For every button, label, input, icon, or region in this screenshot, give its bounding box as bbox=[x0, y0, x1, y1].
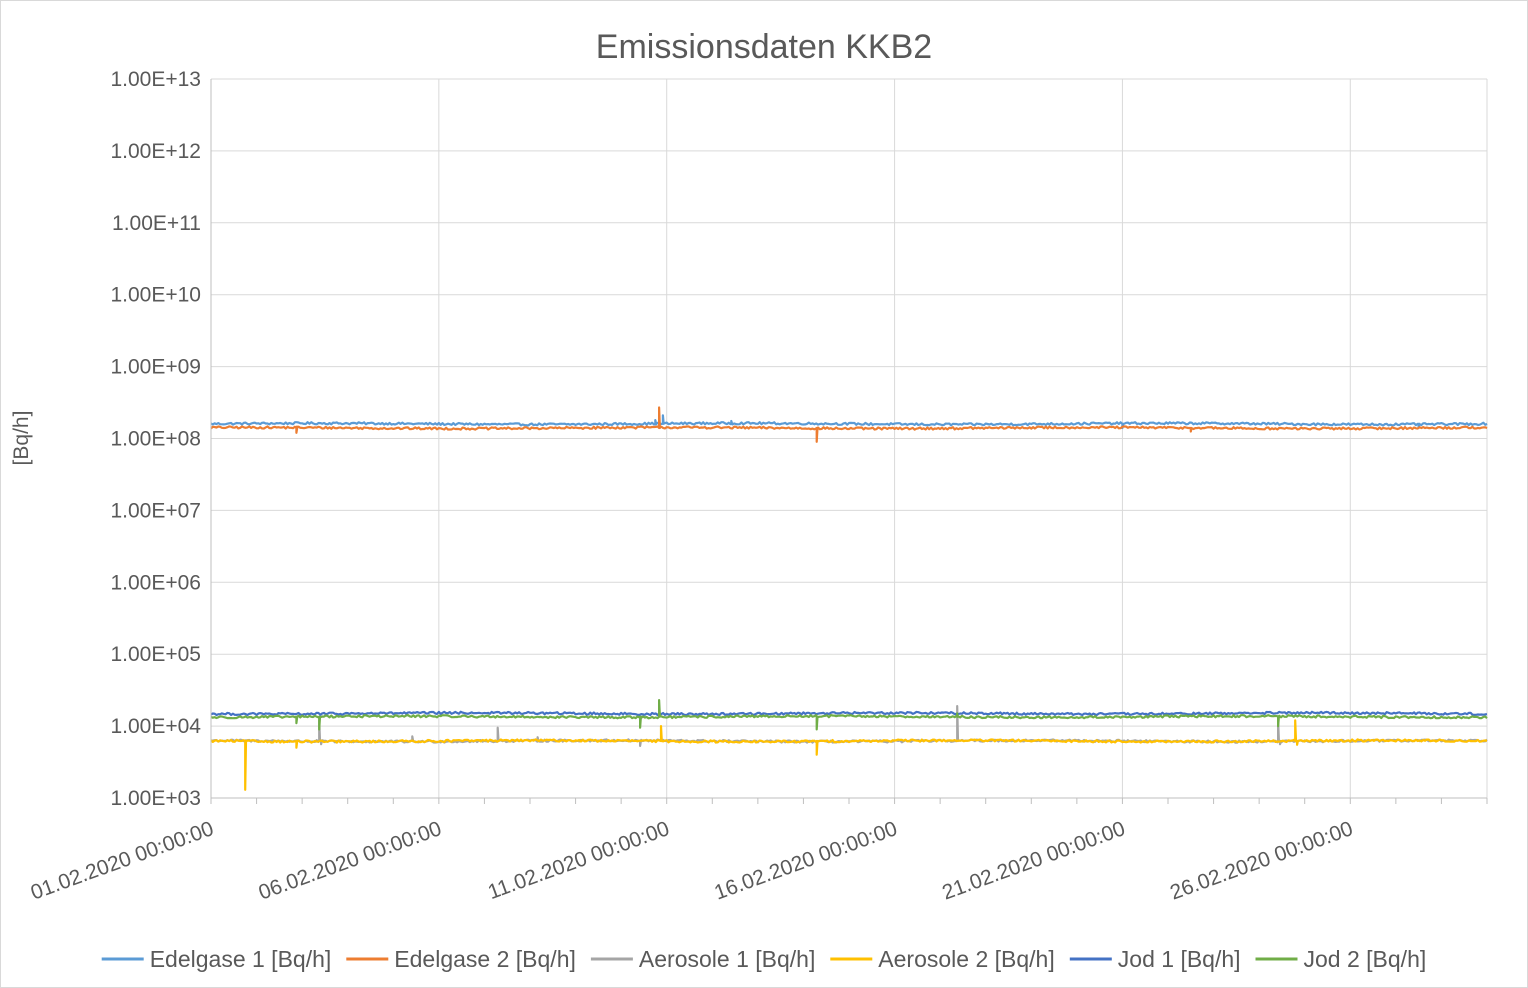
gridlines bbox=[211, 78, 1488, 799]
legend-entry: Edelgase 1 [Bq/h] bbox=[101, 946, 332, 972]
legend: Edelgase 1 [Bq/h] Edelgase 2 [Bq/h] Aeroso… bbox=[101, 946, 1427, 972]
legend-entry: Aerosole 2 [Bq/h] bbox=[830, 946, 1055, 972]
y-tick-label: 1.00E+11 bbox=[112, 212, 201, 235]
y-tick-label: 1.00E+10 bbox=[110, 284, 201, 307]
legend-entry: Edelgase 2 [Bq/h] bbox=[346, 946, 576, 972]
legend-label: Jod 1 [Bq/h] bbox=[1118, 946, 1241, 972]
legend-entry: Aerosole 1 [Bq/h] bbox=[590, 946, 815, 972]
series-line bbox=[210, 414, 1488, 430]
y-tick-label: 1.00E+07 bbox=[110, 499, 201, 522]
legend-entry: Jod 2 [Bq/h] bbox=[1255, 946, 1427, 972]
x-tick-label: 26.02.2020 00:00:00 bbox=[1167, 817, 1356, 905]
chart-title: Emissionsdaten KKB2 bbox=[596, 28, 932, 66]
y-tick-label: 1.00E+09 bbox=[110, 356, 201, 379]
x-tick-label: 21.02.2020 00:00:00 bbox=[939, 817, 1128, 905]
y-tick-label: 1.00E+08 bbox=[110, 428, 201, 451]
x-tick-label: 01.02.2020 00:00:00 bbox=[28, 817, 217, 905]
legend-label: Aerosole 1 [Bq/h] bbox=[639, 946, 815, 972]
x-tick-label: 11.02.2020 00:00:00 bbox=[485, 817, 672, 904]
y-axis-label: [Bq/h] bbox=[10, 411, 33, 466]
y-tick-label: 1.00E+05 bbox=[110, 643, 201, 666]
x-tick-label: 06.02.2020 00:00:00 bbox=[256, 817, 445, 905]
axes bbox=[210, 79, 1488, 804]
y-axis-tick-labels: 1.00E+13 1.00E+12 1.00E+11 1.00E+10 1.00E+09… bbox=[110, 68, 201, 810]
y-tick-label: 1.00E+03 bbox=[110, 787, 201, 810]
x-tick-label: 16.02.2020 00:00:00 bbox=[711, 817, 900, 905]
y-tick-label: 1.00E+04 bbox=[110, 715, 201, 738]
series-line bbox=[210, 699, 1488, 731]
series-line bbox=[210, 406, 1488, 443]
series-line bbox=[210, 710, 1488, 717]
legend-label: Jod 2 [Bq/h] bbox=[1304, 946, 1427, 972]
y-tick-label: 1.00E+13 bbox=[110, 68, 201, 91]
y-tick-label: 1.00E+12 bbox=[110, 140, 201, 163]
series-line bbox=[210, 719, 1488, 791]
legend-label: Edelgase 2 [Bq/h] bbox=[394, 946, 576, 972]
y-tick-label: 1.00E+06 bbox=[110, 571, 201, 594]
x-axis-tick-labels: 01.02.2020 00:00:00 06.02.2020 00:00:00 11… bbox=[28, 817, 1356, 905]
legend-label: Aerosole 2 [Bq/h] bbox=[878, 946, 1054, 972]
legend-label: Edelgase 1 [Bq/h] bbox=[150, 946, 332, 972]
series-lines bbox=[210, 406, 1488, 791]
legend-entry: Jod 1 [Bq/h] bbox=[1069, 946, 1241, 972]
